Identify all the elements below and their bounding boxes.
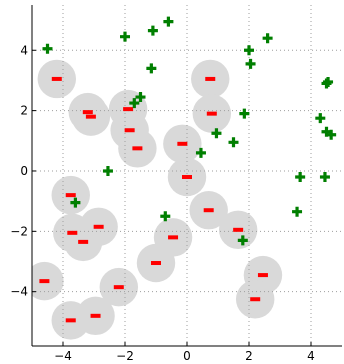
green-marker: [319, 172, 330, 183]
green-marker: [292, 206, 303, 217]
red-marker: [113, 285, 124, 290]
green-marker: [70, 197, 81, 208]
x-tick-label: −2: [116, 349, 134, 363]
red-marker: [206, 111, 217, 116]
green-marker: [195, 147, 206, 158]
green-marker: [163, 16, 174, 27]
green-marker: [262, 33, 273, 44]
green-marker: [326, 129, 337, 140]
green-marker: [160, 211, 171, 222]
markers: [39, 16, 337, 323]
y-tick-label: −4: [10, 285, 28, 299]
green-marker: [42, 43, 53, 54]
green-marker: [135, 92, 146, 103]
green-marker: [239, 108, 250, 119]
green-marker: [245, 58, 256, 69]
red-marker: [93, 224, 104, 229]
red-marker: [85, 114, 96, 119]
red-marker: [67, 230, 78, 235]
red-marker: [177, 141, 188, 146]
y-tick-label: 4: [20, 43, 28, 57]
red-marker: [65, 193, 76, 198]
green-marker: [315, 113, 326, 124]
red-marker: [123, 107, 134, 112]
green-marker: [211, 128, 222, 139]
y-tick-label: −2: [10, 224, 28, 238]
red-marker: [151, 261, 161, 266]
red-marker: [82, 110, 93, 115]
green-marker: [129, 98, 140, 109]
red-marker: [203, 208, 214, 213]
red-marker: [250, 297, 261, 302]
green-marker: [244, 45, 254, 56]
green-marker: [295, 172, 306, 183]
green-marker: [102, 165, 113, 176]
green-marker: [146, 63, 157, 74]
red-marker: [124, 128, 135, 133]
red-marker: [233, 227, 244, 232]
red-marker: [51, 76, 62, 81]
x-tick-label: 4: [307, 349, 315, 363]
red-marker: [132, 146, 143, 151]
x-tick-label: 2: [245, 349, 253, 363]
red-marker: [65, 318, 76, 323]
red-marker: [257, 273, 268, 278]
x-tick-label: 0: [183, 349, 191, 363]
red-marker: [90, 313, 101, 318]
green-marker: [323, 76, 334, 87]
green-marker: [228, 137, 239, 148]
red-marker: [205, 76, 216, 81]
red-marker: [39, 279, 50, 284]
red-marker: [78, 239, 89, 244]
x-tick-label: −4: [54, 349, 72, 363]
green-marker: [147, 25, 158, 36]
green-marker: [237, 235, 248, 246]
y-tick-label: 0: [20, 164, 28, 178]
green-marker: [120, 31, 130, 42]
y-tick-label: 2: [20, 104, 28, 118]
red-marker: [168, 235, 179, 240]
axis-ticks: −4 −2 0 2 4 −4 −2 0 2 4: [10, 43, 315, 363]
red-marker: [182, 175, 192, 180]
